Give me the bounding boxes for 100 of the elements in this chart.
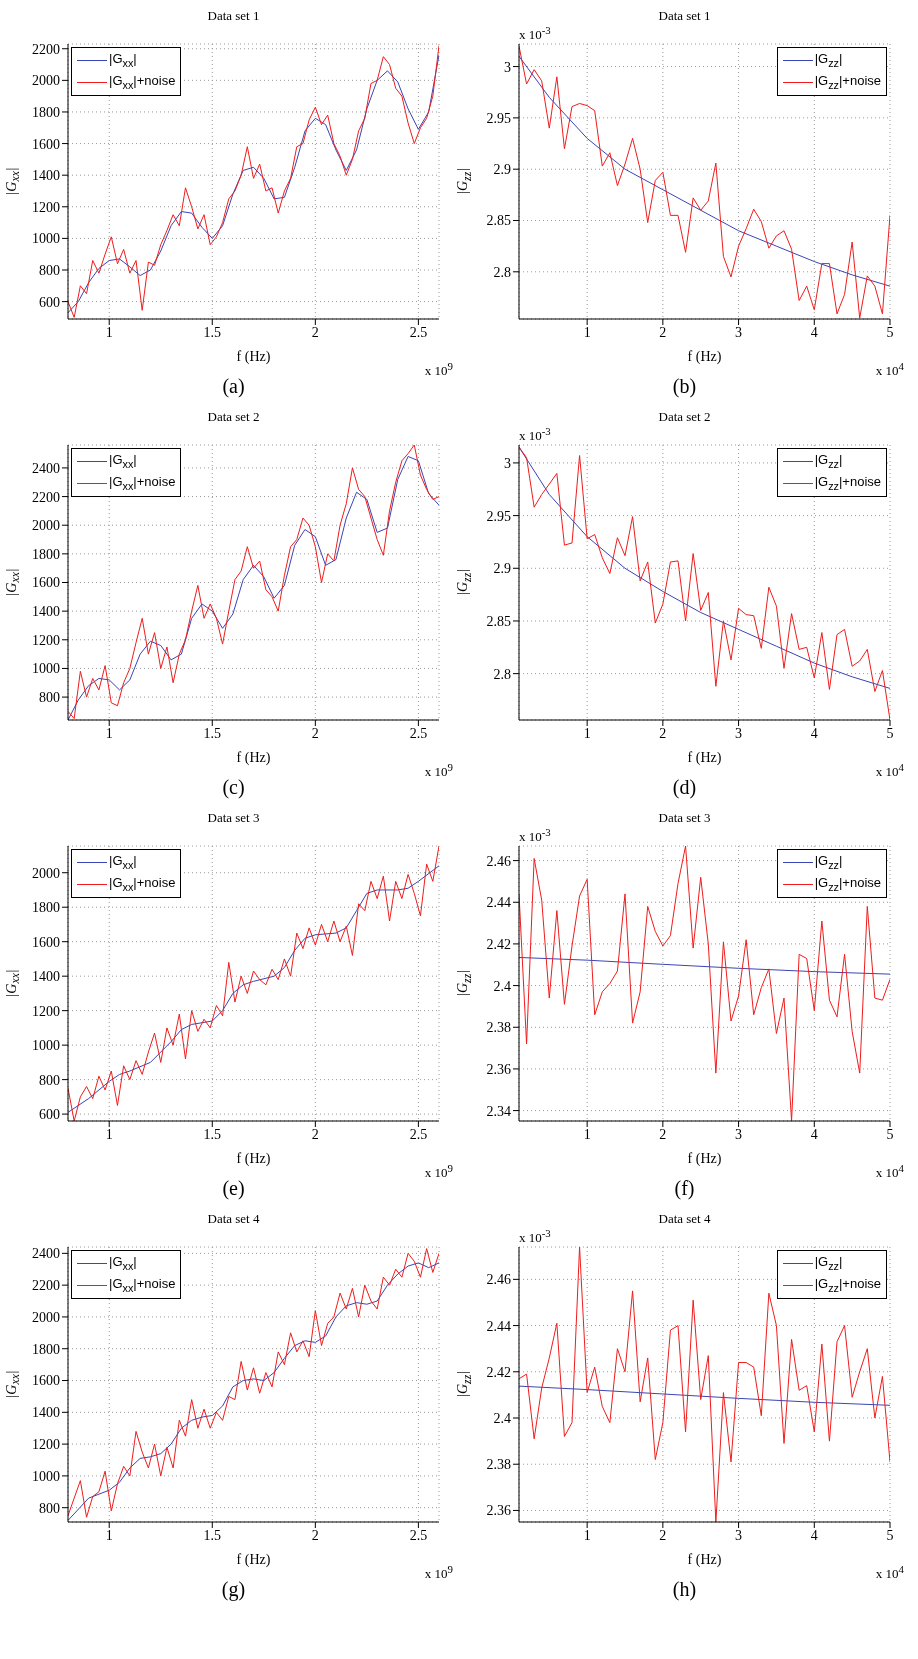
- x-tick-label: 3: [735, 1126, 743, 1142]
- text: (d): [672, 776, 697, 798]
- legend-label: |G$_{zz}$|: [814, 852, 843, 873]
- legend-label: |G$_{xx}$|+noise: [109, 71, 176, 93]
- legend-label: |G$_{zz}$|: [814, 50, 843, 71]
- y-tick-label: 2.38: [486, 1457, 511, 1473]
- y-tick-label: 2400: [32, 460, 60, 476]
- x-axis-title: f (Hz): [687, 750, 722, 766]
- legend-label: |G$_{xx}$|: [109, 451, 137, 472]
- x-tick-label: 1.5: [203, 725, 222, 741]
- x-tick-label: 5: [886, 1527, 894, 1543]
- legend-label: |G$_{xx}$|+noise: [109, 472, 176, 494]
- legend-label: |G$_{xx}$|: [109, 1253, 137, 1274]
- legend-label: |G$_{zz}$|+noise: [814, 1274, 881, 1296]
- line-series: [519, 956, 890, 975]
- y-tick-label: 2000: [32, 1309, 60, 1325]
- y-tick-label: 1000: [32, 661, 60, 677]
- y-tick-label: 1400: [32, 168, 60, 184]
- y-tick-label: 1000: [32, 231, 60, 247]
- y-tick-label: 600: [39, 1107, 60, 1123]
- legend-label: |G$_{xx}$|: [109, 50, 137, 71]
- legend-label: |G$_{zz}$|: [814, 1253, 843, 1274]
- y-tick-label: 2.95: [486, 110, 511, 126]
- legend-label: |G$_{zz}$|+noise: [814, 472, 881, 494]
- y-tick-label: 1400: [32, 969, 60, 985]
- x-tick-label: 1: [583, 1527, 591, 1543]
- line-series: [519, 1385, 890, 1406]
- y-tick-label: 2.4: [493, 978, 511, 994]
- y-tick-label: 2000: [32, 73, 60, 89]
- y-tick-label: 1600: [32, 136, 60, 152]
- y-tick-label: 2200: [32, 41, 60, 57]
- x-tick-label: 2: [311, 324, 319, 340]
- y-tick-label: 2.9: [493, 561, 511, 577]
- legend-label: |G$_{xx}$|+noise: [109, 1274, 176, 1296]
- y-tick-label: 1000: [32, 1038, 60, 1054]
- x-tick-label: 2.5: [409, 725, 428, 741]
- y-tick-label: 2.8: [493, 666, 511, 682]
- y-tick-label: 2.46: [486, 1272, 511, 1288]
- x-tick-label: 3: [735, 725, 743, 741]
- text: (g): [221, 1578, 246, 1600]
- y-tick-label: 2200: [32, 489, 60, 505]
- y-tick-label: 2.85: [486, 213, 511, 229]
- x-axis-title: f (Hz): [236, 1552, 271, 1568]
- chart-title: Data set 1: [657, 8, 712, 24]
- y-tick-label: 2.36: [486, 1061, 511, 1077]
- x-tick-label: 2: [659, 1527, 667, 1543]
- chart-title: Data set 2: [206, 409, 261, 425]
- text: x 10$^{4}$: [875, 1161, 904, 1181]
- y-tick-label: 1200: [32, 1437, 60, 1453]
- text: x 10$^{-3}$: [519, 425, 551, 445]
- y-tick-label: 2.34: [486, 1103, 511, 1119]
- y-tick-label: 1400: [32, 604, 60, 620]
- y-tick-label: 1800: [32, 900, 60, 916]
- y-tick-label: 1600: [32, 1373, 60, 1389]
- y-tick-label: 1000: [32, 1468, 60, 1484]
- x-tick-label: 4: [810, 725, 818, 741]
- text: x 10$^{-3}$: [519, 826, 551, 846]
- y-tick-label: 800: [39, 690, 60, 706]
- text: (a): [222, 375, 245, 397]
- y-tick-label: 1800: [32, 1341, 60, 1357]
- y-tick-label: 2.95: [486, 508, 511, 524]
- y-tick-label: 800: [39, 1072, 60, 1088]
- y-tick-label: 2.9: [493, 162, 511, 178]
- text: (f): [674, 1177, 695, 1199]
- y-tick-label: 1800: [32, 546, 60, 562]
- x-tick-label: 5: [886, 1126, 894, 1142]
- legend-label: |G$_{zz}$|+noise: [814, 873, 881, 895]
- text: (b): [672, 375, 697, 397]
- y-tick-label: 1200: [32, 632, 60, 648]
- y-tick-label: 2.46: [486, 853, 511, 869]
- x-axis-title: f (Hz): [687, 1151, 722, 1167]
- y-tick-label: 2.85: [486, 613, 511, 629]
- y-tick-label: 2.42: [486, 1364, 511, 1380]
- x-tick-label: 1: [105, 324, 113, 340]
- y-tick-label: 2400: [32, 1246, 60, 1262]
- chart-title: Data set 4: [206, 1211, 261, 1227]
- text: x 10$^{-3}$: [519, 1227, 551, 1247]
- text: x 10$^{9}$: [424, 1562, 453, 1582]
- y-tick-label: 2.4: [493, 1410, 511, 1426]
- x-tick-label: 2: [311, 725, 319, 741]
- x-tick-label: 2: [311, 1126, 319, 1142]
- chart-title: Data set 3: [657, 810, 712, 826]
- x-tick-label: 2.5: [409, 324, 428, 340]
- y-tick-label: 1600: [32, 575, 60, 591]
- y-tick-label: 800: [39, 262, 60, 278]
- x-tick-label: 4: [810, 324, 818, 340]
- y-tick-label: 1600: [32, 934, 60, 950]
- y-tick-label: 2000: [32, 518, 60, 534]
- x-tick-label: 1: [105, 1126, 113, 1142]
- x-tick-label: 2: [659, 1126, 667, 1142]
- x-tick-label: 2: [311, 1527, 319, 1543]
- x-tick-label: 1: [583, 725, 591, 741]
- text: (h): [672, 1578, 697, 1600]
- x-axis-title: f (Hz): [236, 349, 271, 365]
- text: x 10$^{9}$: [424, 1161, 453, 1181]
- y-tick-label: 3: [504, 59, 511, 75]
- text: x 10$^{4}$: [875, 359, 904, 379]
- text: x 10$^{-3}$: [519, 24, 551, 44]
- text: (e): [222, 1177, 245, 1199]
- y-tick-label: 1800: [32, 104, 60, 120]
